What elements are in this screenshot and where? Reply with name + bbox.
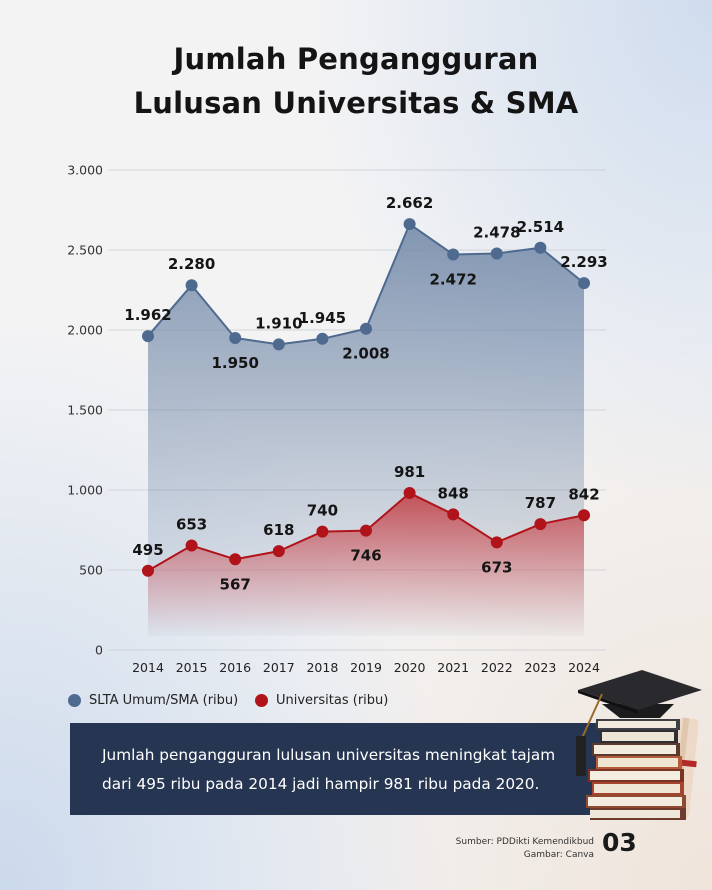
data-point (229, 332, 242, 344)
data-label: 2.472 (429, 270, 476, 288)
data-point (185, 279, 198, 292)
image-credit-line: Gambar: Canva (523, 850, 594, 860)
data-label: 2.293 (560, 253, 607, 271)
data-label: 746 (350, 547, 381, 565)
data-point (490, 536, 503, 549)
data-point (272, 545, 285, 558)
x-tick-label: 2017 (263, 660, 295, 675)
x-tick-label: 2015 (176, 660, 208, 675)
chart-title-line-1: Jumlah Pengangguran (173, 42, 539, 76)
data-label: 495 (132, 541, 163, 559)
data-label: 842 (568, 485, 599, 503)
data-label: 848 (438, 484, 469, 502)
y-tick-label: 2.000 (67, 323, 103, 338)
data-point (447, 248, 460, 261)
data-point (578, 509, 590, 522)
data-point (142, 330, 154, 343)
data-point (534, 241, 547, 254)
data-label: 653 (176, 516, 207, 534)
data-label: 2.280 (168, 255, 215, 273)
data-point (403, 218, 416, 231)
legend-item-sma: SLTA Umum/SMA (ribu) (68, 693, 238, 708)
y-axis-tick-labels: 0 500 1.000 1.500 2.000 2.500 3.000 (67, 163, 103, 658)
y-tick-label: 1.500 (67, 403, 103, 418)
data-point (316, 332, 329, 345)
data-label: 567 (220, 575, 251, 593)
summary-note-text: Jumlah pengangguran lulusan universitas … (102, 746, 556, 793)
data-point (316, 525, 329, 538)
data-point (360, 524, 372, 537)
x-tick-label: 2021 (437, 660, 469, 675)
chart-title-line-2: Lulusan Universitas & SMA (133, 86, 579, 120)
data-label: 2.514 (517, 218, 564, 236)
data-point (534, 518, 547, 531)
data-label: 1.910 (255, 314, 302, 332)
data-label: 618 (263, 521, 294, 539)
data-point (403, 487, 416, 500)
x-axis-tick-labels: 2014 2015 2016 2017 2018 2019 2020 2021 2022 2023… (132, 660, 600, 675)
y-tick-label: 500 (79, 563, 103, 578)
legend-marker-sma (68, 694, 81, 707)
x-tick-label: 2020 (394, 660, 426, 675)
data-label: 2.662 (386, 194, 433, 212)
source-credit: Sumber: PDDikti Kemendikbud Gambar: Canv… (456, 836, 594, 862)
x-tick-label: 2018 (306, 660, 338, 675)
series-points (142, 218, 590, 577)
summary-note-box: Jumlah pengangguran lulusan universitas … (70, 723, 600, 815)
x-tick-label: 2023 (524, 660, 556, 675)
data-point (490, 247, 503, 260)
data-point (229, 553, 242, 566)
page-number: 03 (602, 828, 637, 857)
data-point (360, 322, 372, 335)
data-label: 740 (307, 502, 338, 520)
x-tick-label: 2016 (219, 660, 251, 675)
legend-label-universitas: Universitas (ribu) (276, 693, 389, 708)
data-label: 1.962 (124, 306, 171, 324)
data-point (272, 338, 285, 351)
legend-label-sma: SLTA Umum/SMA (ribu) (89, 693, 239, 708)
legend-marker-universitas (255, 694, 268, 707)
y-tick-label: 3.000 (67, 163, 103, 178)
data-label: 2.008 (342, 345, 389, 363)
data-point (447, 508, 460, 521)
legend-item-universitas: Universitas (ribu) (255, 693, 388, 708)
x-tick-label: 2022 (481, 660, 513, 675)
data-label: 673 (481, 558, 512, 576)
y-tick-label: 0 (95, 643, 103, 658)
data-point (578, 277, 590, 290)
data-label: 2.478 (473, 224, 520, 242)
y-tick-label: 1.000 (67, 483, 103, 498)
graduation-cap-books-icon (576, 670, 702, 820)
data-label: 1.950 (211, 354, 258, 372)
data-point (185, 539, 198, 552)
series-areas (148, 224, 584, 636)
x-tick-label: 2024 (568, 660, 600, 675)
source-line: Sumber: PDDikti Kemendikbud (455, 837, 594, 847)
data-label: 1.945 (299, 309, 346, 327)
y-tick-label: 2.500 (67, 243, 103, 258)
data-label: 981 (394, 463, 425, 481)
data-label: 787 (525, 494, 556, 512)
x-tick-label: 2019 (350, 660, 382, 675)
data-point (142, 564, 154, 577)
x-tick-label: 2014 (132, 660, 164, 675)
